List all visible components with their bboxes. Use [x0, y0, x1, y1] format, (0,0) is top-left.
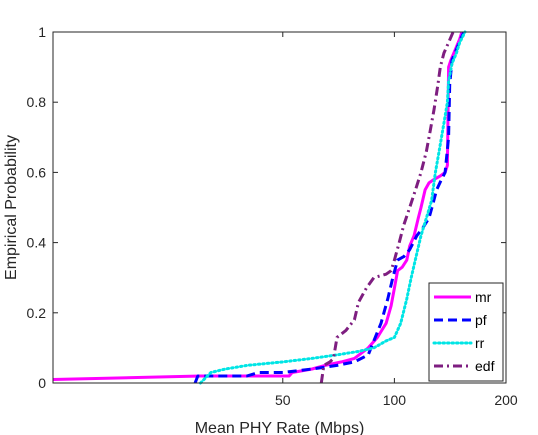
legend-label-rr: rr	[475, 335, 485, 351]
legend-label-edf: edf	[475, 358, 495, 374]
series-line-rr	[199, 30, 467, 385]
series-line-edf	[319, 31, 455, 384]
axes-layer	[52, 31, 507, 384]
legend: mr pf rr edf	[428, 282, 504, 382]
legend-label-mr: mr	[475, 289, 492, 305]
series-line-pf	[193, 31, 466, 384]
x-tick-label: 50	[275, 392, 291, 408]
x-tick-label: 100	[383, 392, 407, 408]
series-layer	[52, 30, 467, 385]
y-tick-label: 0.6	[27, 164, 47, 180]
series-line-mr	[52, 31, 464, 381]
x-tick-label: 200	[494, 392, 518, 408]
y-tick-label: 0.8	[27, 94, 47, 110]
y-tick-label: 1	[38, 24, 46, 40]
axes-box	[52, 31, 507, 384]
y-tick-label: 0	[38, 375, 46, 391]
y-tick-label: 0.2	[27, 305, 47, 321]
legend-label-pf: pf	[475, 312, 487, 328]
y-tick-label: 0.4	[27, 235, 47, 251]
y-axis-label: Empirical Probability	[3, 135, 20, 280]
x-axis-label: Mean PHY Rate (Mbps)	[195, 420, 365, 435]
